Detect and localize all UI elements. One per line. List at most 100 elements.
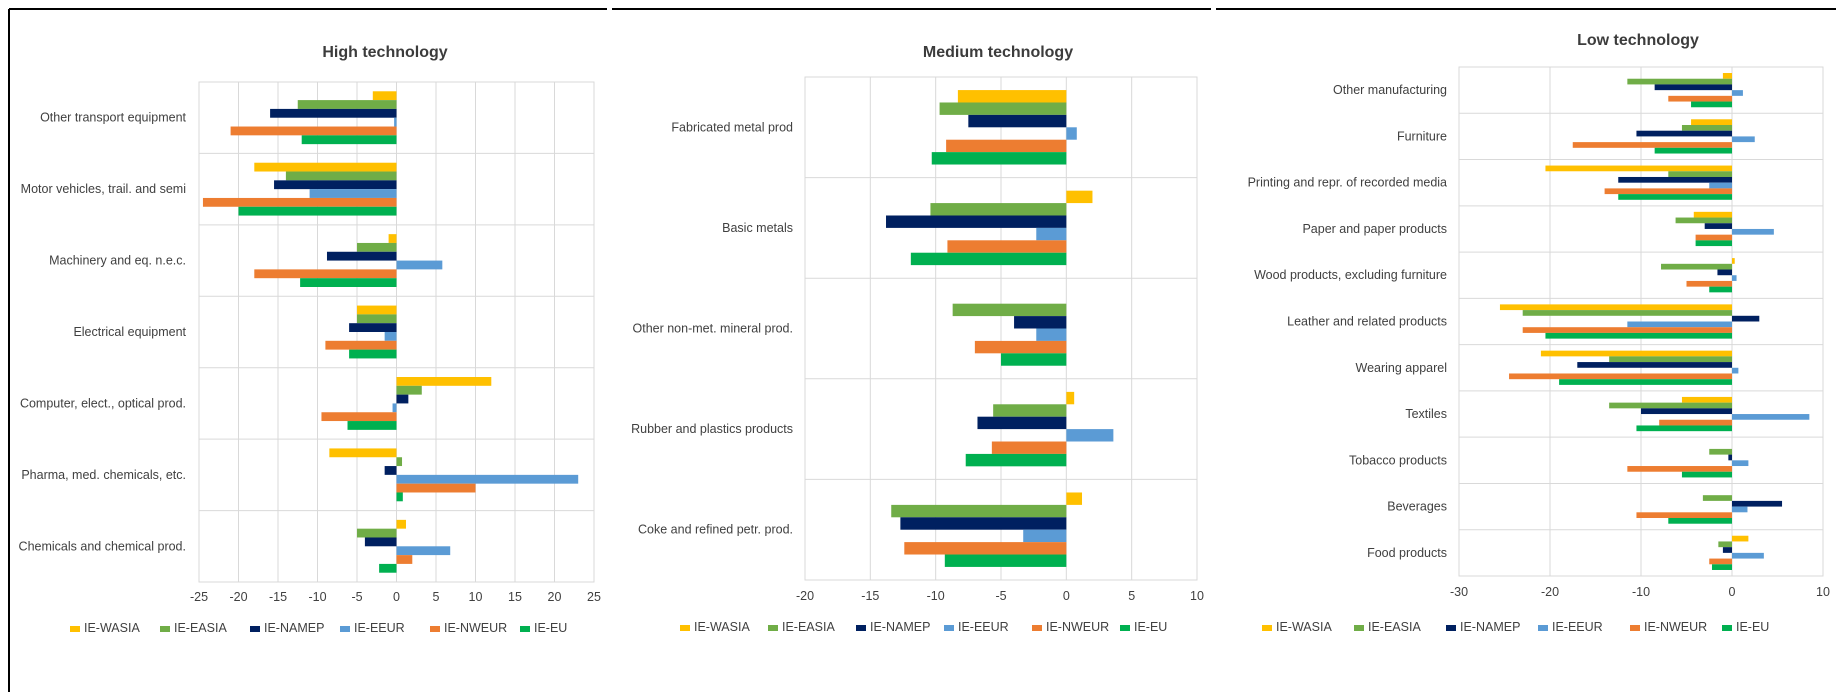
legend-label: IE-NWEUR (1046, 620, 1109, 634)
legend-swatch (520, 626, 530, 632)
bar-ie-eeur-7 (1732, 414, 1810, 420)
category-separators (199, 152, 594, 512)
x-tick-label: 10 (469, 590, 483, 604)
chart-title: Low technology (1577, 32, 1699, 49)
bar-ie-eu-1 (238, 206, 397, 216)
bar-ie-easia-7 (1609, 402, 1732, 409)
bar-ie-eeur-9 (1732, 506, 1748, 513)
legend-swatch (768, 625, 778, 631)
x-tick-label: 20 (548, 590, 562, 604)
bar-ie-nweur-0 (230, 126, 397, 136)
bar-ie-nweur-0 (1668, 95, 1732, 102)
bar-ie-wasia-6 (1540, 350, 1732, 357)
bar-ie-eu-6 (1559, 379, 1732, 385)
legend-swatch (1538, 625, 1548, 631)
bar-ie-namep-7 (1641, 408, 1732, 415)
bar-ie-nweur-2 (254, 269, 397, 279)
legend-swatch (1354, 625, 1364, 631)
bar-ie-nweur-8 (1627, 466, 1732, 472)
bar-ie-eeur-0 (1066, 127, 1077, 140)
bar-ie-wasia-6 (396, 519, 406, 529)
legend: IE-WASIA IE-EASIA IE-NAMEP IE-EEUR IE-NWEUR I… (70, 621, 567, 635)
bar-ie-nweur-9 (1636, 512, 1732, 519)
bar-ie-namep-0 (968, 114, 1067, 128)
bar-ie-namep-1 (1636, 130, 1732, 137)
legend-label: IE-NAMEP (264, 621, 324, 635)
bar-ie-easia-6 (1609, 356, 1732, 363)
bar-ie-eu-4 (944, 554, 1067, 567)
x-tick-label: -20 (229, 590, 247, 604)
bar-ie-wasia-4 (1732, 258, 1735, 264)
category-label: Food products (1367, 546, 1447, 560)
bar-ie-eu-1 (910, 252, 1067, 266)
bar-ie-easia-2 (357, 242, 397, 252)
legend-label: IE-WASIA (84, 621, 140, 635)
bar-ie-eu-2 (300, 278, 397, 287)
bars (202, 91, 579, 573)
legend-label: IE-EU (1736, 620, 1769, 634)
bar-ie-eeur-10 (1732, 552, 1764, 559)
bar-ie-namep-5 (1732, 315, 1760, 322)
bar-ie-namep-4 (396, 394, 409, 404)
category-label: Chemicals and chemical prod. (19, 539, 186, 553)
legend-swatch (1446, 625, 1456, 631)
bar-ie-wasia-2 (388, 234, 397, 243)
bar-ie-easia-8 (1709, 448, 1732, 455)
legend-swatch (340, 626, 350, 632)
category-label: Other transport equipment (40, 111, 186, 125)
bar-ie-easia-2 (952, 303, 1067, 317)
bar-ie-eu-1 (1654, 147, 1732, 154)
bar-ie-nweur-6 (396, 555, 413, 564)
x-tick-label: -10 (927, 589, 945, 603)
legend-swatch (680, 625, 690, 631)
bar-ie-eeur-3 (1732, 228, 1774, 235)
chart-title: High technology (322, 44, 447, 61)
bar-ie-namep-3 (1704, 223, 1732, 229)
x-tick-label: 15 (508, 590, 522, 604)
bar-ie-wasia-5 (1499, 304, 1732, 311)
bar-ie-eu-0 (931, 152, 1067, 165)
bar-ie-namep-3 (977, 416, 1067, 430)
bar-ie-easia-3 (357, 314, 397, 324)
bar-ie-wasia-3 (357, 305, 397, 315)
bar-ie-eu-10 (1711, 564, 1732, 570)
bar-ie-eeur-4 (392, 403, 397, 413)
legend-swatch (70, 626, 80, 632)
x-tick-label: -20 (1541, 585, 1559, 599)
x-tick-labels: -30 -20 -10 0 10 (1450, 585, 1830, 599)
bar-ie-namep-2 (326, 251, 397, 261)
legend-label: IE-WASIA (1276, 620, 1332, 634)
category-label: Coke and refined petr. prod. (638, 523, 793, 537)
legend-label: IE-NAMEP (870, 620, 930, 634)
legend-swatch (1722, 625, 1732, 631)
x-tick-label: 5 (433, 590, 440, 604)
bar-ie-namep-4 (900, 517, 1067, 530)
bar-ie-eu-8 (1681, 471, 1732, 478)
x-tick-label: -10 (308, 590, 326, 604)
chart-medium-technology: Fabricated metal prod Basic metals Other n… (631, 44, 1204, 634)
bar-ie-namep-0 (1654, 84, 1732, 91)
bar-ie-eeur-3 (384, 332, 397, 341)
bar-ie-namep-8 (1728, 454, 1732, 461)
bar-ie-wasia-1 (254, 162, 397, 172)
bar-ie-easia-5 (396, 457, 403, 467)
bar-ie-nweur-2 (974, 340, 1067, 354)
x-tick-label: 25 (587, 590, 601, 604)
bar-ie-nweur-3 (991, 441, 1067, 454)
bar-ie-namep-2 (1618, 176, 1732, 183)
bar-ie-eeur-4 (1023, 529, 1067, 543)
bar-ie-eeur-1 (309, 189, 397, 198)
bar-ie-nweur-1 (202, 197, 397, 207)
bar-ie-wasia-1 (1691, 119, 1732, 125)
bar-ie-nweur-4 (904, 542, 1067, 555)
bar-ie-eeur-2 (396, 260, 443, 270)
bar-ie-eu-2 (1618, 194, 1732, 200)
bar-ie-easia-0 (939, 102, 1067, 115)
bar-ie-eeur-0 (1732, 90, 1743, 96)
x-tick-labels: -20 -15 -10 -5 0 5 10 (796, 589, 1204, 603)
bar-ie-wasia-2 (1545, 165, 1732, 172)
bar-ie-eeur-8 (1732, 460, 1749, 467)
legend-label: IE-NAMEP (1460, 620, 1520, 634)
bar-ie-eeur-3 (1066, 429, 1114, 442)
